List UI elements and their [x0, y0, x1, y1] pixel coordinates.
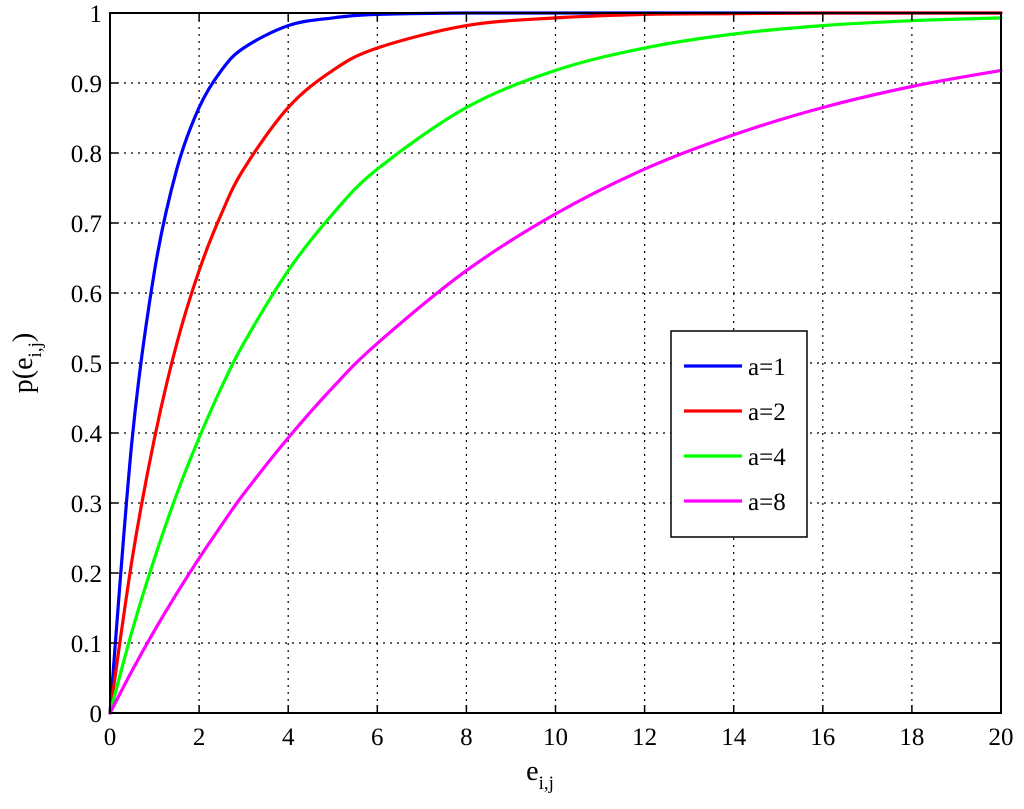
x-tick-label: 12	[632, 724, 657, 751]
y-axis-label-subscript: i,j	[25, 342, 46, 357]
y-tick-label: 0.9	[71, 71, 102, 98]
legend-label-a-1: a=1	[748, 354, 786, 381]
y-axis-label: p(ei,j)	[8, 333, 46, 393]
y-tick-label: 0.5	[71, 351, 102, 378]
y-tick-label: 0.3	[71, 491, 102, 518]
x-tick-label: 6	[371, 724, 384, 751]
series-line-a-8	[108, 68, 1003, 715]
x-axis-label-main: e	[526, 756, 538, 787]
axis-ticks: 0 2 4 6 8 10 12 14 16 18 20 0 0.1 0.2 0.3 0.4 0.5 0.6 0.7 0…	[71, 1, 1014, 751]
x-axis-label: ei,j	[526, 756, 554, 794]
y-axis-label-main: p(e	[8, 357, 39, 393]
y-tick-label: 0.8	[71, 141, 102, 168]
y-tick-label: 0.4	[71, 421, 103, 448]
x-tick-label: 14	[721, 724, 747, 751]
y-tick-label: 0.2	[71, 561, 102, 588]
y-axis-label-suffix: )	[8, 333, 39, 342]
legend-label-a-4: a=4	[748, 444, 786, 471]
x-tick-label: 0	[104, 724, 117, 751]
x-tick-label: 10	[543, 724, 568, 751]
y-tick-label: 0.7	[71, 211, 102, 238]
x-axis-label-subscript: i,j	[539, 773, 554, 794]
legend-box	[670, 330, 808, 538]
legend-label-a-2: a=2	[748, 399, 786, 426]
y-tick-label: 0.1	[71, 631, 102, 658]
x-tick-label: 8	[460, 724, 473, 751]
legend: a=1 a=2 a=4 a=8	[670, 330, 808, 538]
legend-items: a=1 a=2 a=4 a=8	[684, 354, 786, 516]
y-tick-label: 0	[90, 701, 103, 728]
x-tick-label: 16	[810, 724, 835, 751]
legend-label-a-8: a=8	[748, 489, 786, 516]
x-tick-label: 4	[282, 724, 295, 751]
x-tick-label: 18	[899, 724, 924, 751]
y-tick-label: 0.6	[71, 281, 102, 308]
x-tick-label: 2	[193, 724, 206, 751]
y-tick-label: 1	[90, 1, 103, 28]
x-tick-label: 20	[989, 724, 1014, 751]
series-line-a-4	[108, 16, 1003, 715]
